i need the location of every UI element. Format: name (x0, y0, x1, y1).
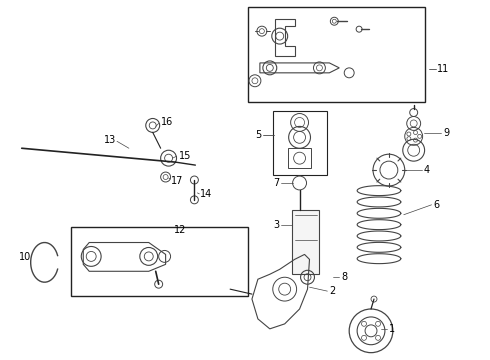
Bar (288, 148, 312, 168)
Text: 1: 1 (389, 324, 395, 334)
Text: 16: 16 (161, 117, 173, 127)
Bar (72, 227, 248, 296)
Text: 14: 14 (200, 189, 213, 199)
Text: 2: 2 (329, 286, 336, 296)
Text: 13: 13 (104, 135, 116, 145)
Text: 9: 9 (443, 129, 450, 138)
Bar (292, 210, 319, 274)
Text: 12: 12 (174, 225, 187, 235)
Text: 17: 17 (171, 176, 183, 186)
Text: 4: 4 (424, 165, 430, 175)
Text: 7: 7 (273, 178, 280, 188)
Bar (273, 111, 327, 175)
Text: 3: 3 (273, 220, 280, 230)
Bar (248, 7, 425, 102)
Text: 6: 6 (434, 200, 440, 210)
Text: 10: 10 (20, 252, 32, 262)
Text: 11: 11 (437, 64, 449, 74)
Text: 8: 8 (341, 272, 347, 282)
Text: 5: 5 (256, 130, 262, 140)
Text: 15: 15 (178, 151, 191, 161)
